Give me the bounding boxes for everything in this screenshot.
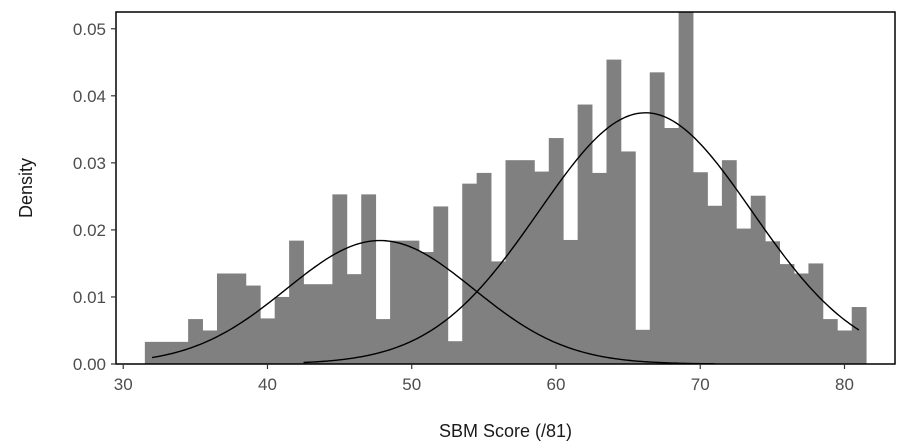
histogram-bar — [505, 160, 521, 364]
histogram-bars — [144, 12, 867, 365]
histogram-bar — [837, 330, 853, 364]
histogram-bar — [765, 241, 780, 364]
plot-border — [115, 11, 896, 365]
histogram-bar — [289, 240, 304, 364]
density-curve-1 — [151, 239, 715, 365]
histogram-bar — [693, 172, 708, 364]
histogram-bar — [447, 341, 463, 364]
histogram-bar — [404, 240, 420, 364]
histogram-bar — [346, 274, 362, 364]
histogram-bar — [664, 127, 680, 365]
histogram-bar — [216, 273, 232, 364]
histogram-bar — [548, 138, 564, 364]
histogram-bar — [332, 194, 348, 364]
histogram-bar — [390, 240, 405, 364]
histogram-bar — [491, 261, 506, 364]
histogram-bar — [173, 341, 189, 364]
histogram-bar — [159, 341, 175, 364]
x-tick-label: 80 — [835, 375, 854, 394]
y-tick-label: 0.05 — [73, 20, 106, 39]
histogram-bar — [635, 329, 651, 364]
x-tick-label: 30 — [114, 375, 133, 394]
histogram-bar — [303, 284, 319, 364]
histogram-bar — [678, 12, 694, 364]
histogram-bar — [274, 296, 290, 364]
histogram-bar — [260, 318, 276, 364]
histogram-bar — [245, 285, 261, 364]
x-tick-label: 40 — [258, 375, 277, 394]
y-tick-label: 0.04 — [73, 87, 106, 106]
x-axis: 30 40 50 60 70 80 — [114, 364, 854, 394]
histogram-bar — [462, 183, 478, 364]
histogram-bar — [375, 319, 391, 364]
histogram-bar — [433, 206, 449, 364]
x-tick-label: 60 — [547, 375, 566, 394]
histogram-bar — [563, 239, 579, 364]
histogram-bar — [649, 72, 665, 364]
histogram-bar — [851, 307, 867, 364]
y-tick-label: 0.00 — [73, 355, 106, 374]
histogram-bar — [577, 104, 593, 364]
y-tick-label: 0.01 — [73, 288, 106, 307]
histogram-bar — [519, 160, 535, 364]
histogram-bar — [721, 160, 737, 364]
x-tick-label: 50 — [402, 375, 421, 394]
histogram-bar — [418, 252, 434, 364]
histogram-bar — [592, 172, 607, 364]
histogram-bar — [188, 319, 203, 364]
histogram-bar — [822, 319, 838, 364]
histogram-bar — [144, 341, 160, 364]
histogram-bar — [361, 194, 377, 364]
y-tick-label: 0.02 — [73, 221, 106, 240]
y-axis: 0.00 0.01 0.02 0.03 0.04 0.05 — [73, 20, 116, 374]
histogram-bar — [606, 59, 622, 364]
histogram-bar — [808, 263, 824, 364]
histogram-bar — [707, 205, 723, 364]
histogram-bar — [231, 273, 247, 364]
histogram-bar — [794, 273, 809, 364]
histogram-bar — [534, 171, 550, 364]
histogram-bar — [736, 228, 752, 364]
density-curves — [151, 112, 860, 365]
histogram-bar — [620, 151, 636, 364]
y-axis-title: Density — [16, 158, 36, 218]
histogram-bar — [779, 264, 795, 364]
histogram-bar — [202, 330, 218, 364]
density-curve-2 — [303, 112, 860, 364]
x-tick-label: 70 — [691, 375, 710, 394]
x-axis-title: SBM Score (/81) — [439, 421, 572, 441]
y-tick-label: 0.03 — [73, 154, 106, 173]
histogram-bar — [476, 172, 492, 364]
histogram-bar — [317, 284, 333, 364]
histogram-bar — [750, 195, 766, 364]
